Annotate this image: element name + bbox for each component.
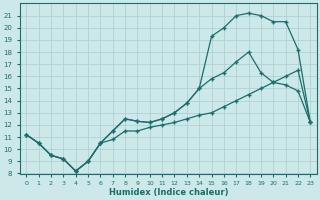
- X-axis label: Humidex (Indice chaleur): Humidex (Indice chaleur): [108, 188, 228, 197]
